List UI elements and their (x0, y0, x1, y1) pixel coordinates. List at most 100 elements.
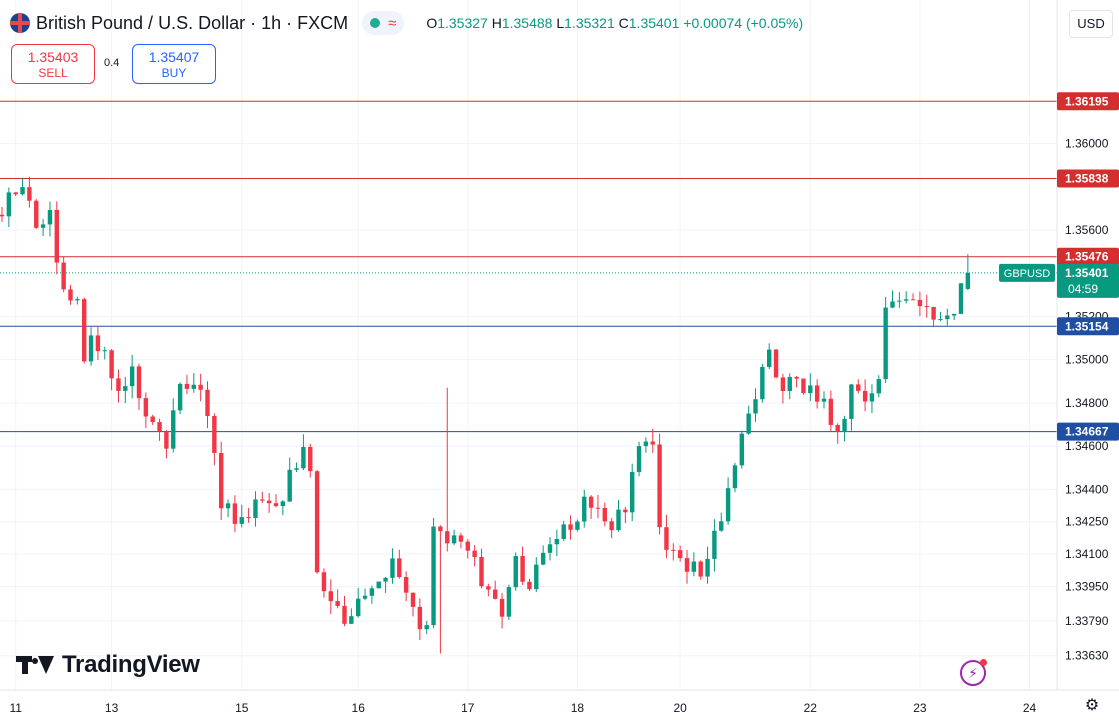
candle-body (273, 503, 279, 507)
countdown-label: 04:59 (1068, 282, 1098, 296)
chart-grid (0, 0, 1057, 690)
candle-body (958, 283, 964, 314)
candle-body (403, 577, 409, 593)
candle-body (746, 413, 751, 434)
flash-news-icon[interactable]: ⚡ (960, 659, 987, 686)
tradingview-logo[interactable]: TradingView (16, 651, 200, 679)
price-tick-label: 1.36000 (1065, 136, 1109, 150)
candle-body (177, 383, 183, 411)
candle-body (753, 399, 758, 414)
candle-body (616, 509, 621, 531)
gbp-usd-flag-icon (10, 13, 30, 33)
candle-body (609, 521, 614, 531)
candle-body (0, 214, 5, 217)
date-tick-label: 17 (461, 701, 475, 715)
tradingview-logo-icon (16, 654, 54, 676)
gear-icon[interactable]: ⚙ (1084, 697, 1100, 714)
candle-body (821, 398, 827, 402)
candle-body (410, 592, 416, 607)
candle-body (739, 433, 744, 466)
candle-body (266, 500, 272, 504)
candle-body (20, 187, 25, 195)
change-value: +0.00074 (+0.05%) (683, 15, 804, 31)
candle-body (280, 501, 286, 507)
wave-icon: ≈ (388, 14, 397, 32)
candle-body (760, 366, 765, 400)
candle-body (438, 526, 443, 532)
candle-body (212, 415, 217, 453)
last-price-label: 1.35401 (1065, 266, 1109, 280)
candle-body (924, 306, 929, 308)
level-tag-bg (1057, 317, 1119, 336)
candle-body (472, 550, 477, 558)
candle-body (561, 524, 566, 539)
price-level-tags: 1.36195 1.35838 1.35476 1.35154 1.34667 GBPUS… (999, 92, 1119, 441)
ohlc-readout: O1.35327 H1.35488 L1.35321 C1.35401 +0.0… (426, 15, 804, 31)
candle-body (287, 469, 292, 502)
candle-body (897, 300, 902, 302)
candle-body (376, 581, 381, 589)
date-tick-label: 20 (673, 701, 687, 715)
brand-name: TradingView (62, 651, 200, 678)
candle-body (801, 378, 806, 394)
candle-body (328, 591, 333, 602)
candle-body (143, 398, 149, 417)
candle-body (349, 616, 354, 624)
date-tick-label: 24 (1023, 701, 1037, 715)
candle-body (849, 384, 854, 419)
sell-button[interactable]: 1.35403 SELL (11, 44, 95, 84)
candle-body (499, 598, 505, 617)
candle-body (61, 262, 66, 290)
candle-body (719, 521, 724, 531)
candle-body (554, 538, 560, 545)
candle-body (47, 209, 53, 225)
level-tag-bg (1057, 422, 1119, 441)
currency-selector[interactable]: USD (1069, 10, 1113, 38)
candle-body (814, 385, 820, 402)
last-price-tag-bg (1057, 263, 1119, 298)
candle-body (794, 376, 799, 379)
candle-body (835, 424, 840, 432)
price-tick-label: 1.33630 (1065, 649, 1109, 663)
candle-body (931, 306, 936, 320)
candle-body (945, 315, 950, 320)
price-tick-label: 1.34600 (1065, 439, 1109, 453)
level-tag-bg (1057, 169, 1119, 188)
date-tick-label: 23 (913, 701, 927, 715)
candle-body (479, 557, 484, 587)
candle-body (260, 499, 265, 501)
buy-label: BUY (161, 66, 187, 80)
candle-body (198, 384, 203, 390)
candle-body (856, 384, 861, 391)
candle-body (171, 410, 176, 449)
symbol-title[interactable]: British Pound / U.S. Dollar · 1h · FXCM (36, 12, 349, 33)
candle-body (657, 444, 662, 528)
candle-body (246, 517, 251, 519)
candle-body (527, 581, 532, 590)
buy-button[interactable]: 1.35407 BUY (132, 44, 216, 84)
candle-body (225, 503, 231, 509)
price-axis-bg (1057, 0, 1119, 723)
candle-body (951, 313, 957, 316)
buy-price: 1.35407 (148, 49, 200, 65)
candle-body (883, 307, 888, 380)
candle-body (623, 509, 628, 513)
candle-body (691, 561, 697, 572)
candle-body (123, 386, 128, 391)
sell-label: SELL (38, 66, 68, 80)
candle-body (540, 552, 546, 565)
candle-body (40, 224, 46, 228)
market-status-pill[interactable]: ≈ (362, 11, 405, 35)
candle-body (842, 418, 847, 432)
candle-body (904, 299, 909, 301)
candle-body (164, 431, 169, 449)
candle-body (88, 335, 94, 362)
candle-body (27, 187, 32, 201)
candle-body (602, 507, 607, 522)
candle-body (773, 349, 779, 378)
candle-body (82, 299, 87, 362)
candlestick-series (0, 176, 971, 654)
candle-body (301, 446, 306, 469)
symbol-tag-label: GBPUSD (1004, 268, 1051, 280)
